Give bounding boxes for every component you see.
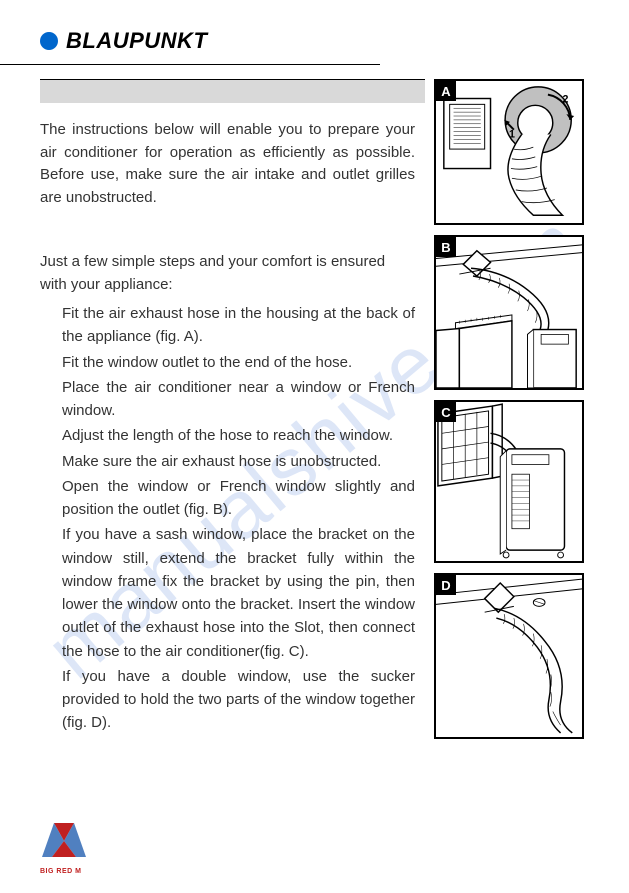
section-heading-bar [40, 79, 425, 103]
brand-header: BLAUPUNKT [0, 0, 380, 65]
step-item: Open the window or French window slightl… [62, 475, 415, 522]
step-item: If you have a double window, use the suc… [62, 665, 415, 735]
step-item: Fit the air exhaust hose in the housing … [62, 302, 415, 349]
step-item: Make sure the air exhaust hose is unobst… [62, 450, 415, 473]
logo-dot-icon [40, 32, 58, 50]
figure-d: D [434, 573, 584, 739]
brand-name: BLAUPUNKT [66, 28, 207, 54]
figure-column: A [434, 79, 589, 749]
figure-b-illustration-icon [436, 237, 582, 388]
footer-brand: BIG RED M [40, 868, 88, 875]
figure-b-label: B [436, 237, 456, 257]
step-item: Place the air conditioner near a window … [62, 376, 415, 423]
svg-text:2: 2 [562, 93, 568, 105]
figure-d-illustration-icon [436, 575, 582, 737]
figure-d-label: D [436, 575, 456, 595]
figure-c: C [434, 400, 584, 563]
footer-logo-icon [40, 821, 88, 861]
figure-c-label: C [436, 402, 456, 422]
intro-paragraph: The instructions below will enable you t… [40, 119, 415, 209]
steps-intro: Just a few simple steps and your comfort… [40, 251, 415, 296]
steps-list: Fit the air exhaust hose in the housing … [40, 302, 415, 735]
step-item: Adjust the length of the hose to reach t… [62, 424, 415, 447]
figure-a-illustration-icon: 1 2 [436, 81, 582, 223]
step-item: If you have a sash window, place the bra… [62, 523, 415, 663]
content-area: The instructions below will enable you t… [0, 79, 629, 737]
figure-a-label: A [436, 81, 456, 101]
figure-b: B [434, 235, 584, 390]
figure-c-illustration-icon [436, 402, 582, 561]
svg-text:1: 1 [509, 128, 515, 140]
step-item: Fit the window outlet to the end of the … [62, 351, 415, 374]
text-column: The instructions below will enable you t… [40, 79, 425, 737]
figure-a: A [434, 79, 584, 225]
footer: BIG RED M [40, 821, 88, 875]
